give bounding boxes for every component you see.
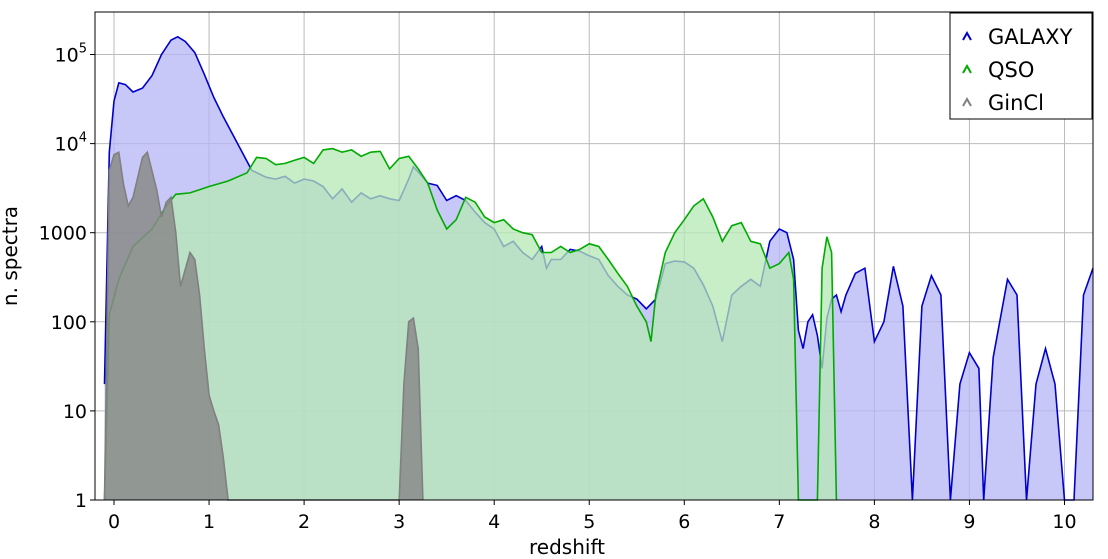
x-axis-ticks: 0 1 2 3 4 5 6 7 8 9 10 xyxy=(108,500,1077,533)
line-qso xyxy=(103,147,838,501)
y-tick-label-4: 104 xyxy=(55,131,87,156)
x-tick-label-3: 3 xyxy=(393,511,405,533)
x-tick-label-4: 4 xyxy=(488,511,500,533)
x-tick-label-10: 10 xyxy=(1052,511,1076,533)
legend-label-gincl: GinCl xyxy=(988,91,1044,115)
area-qso xyxy=(104,148,837,500)
line-gincl xyxy=(103,150,424,501)
legend-marker-gincl xyxy=(962,96,972,107)
x-tick-label-6: 6 xyxy=(678,511,690,533)
plot-frame xyxy=(94,11,1094,501)
area-gincl xyxy=(104,152,423,500)
series-areas xyxy=(103,35,1094,501)
x-tick-label-1: 1 xyxy=(203,511,215,533)
x-axis-label: redshift xyxy=(529,535,605,559)
y-tick-label-2: 100 xyxy=(51,312,87,334)
legend-marker-galaxy xyxy=(962,30,972,41)
y-tick-label-3: 1000 xyxy=(39,223,87,245)
x-tick-label-9: 9 xyxy=(963,511,975,533)
y-tick-label-0: 1 xyxy=(75,490,87,512)
y-tick-label-5: 105 xyxy=(55,42,87,67)
y-axis-label: n. spectra xyxy=(0,206,22,306)
x-tick-label-8: 8 xyxy=(868,511,880,533)
x-tick-label-2: 2 xyxy=(298,511,310,533)
legend-label-qso: QSO xyxy=(988,58,1034,82)
x-tick-label-5: 5 xyxy=(583,511,595,533)
y-axis-ticks: 1 10 100 1000 104 105 xyxy=(39,42,95,512)
x-tick-label-0: 0 xyxy=(108,511,120,533)
x-tick-label-7: 7 xyxy=(773,511,785,533)
y-tick-label-1: 10 xyxy=(63,401,87,423)
legend-marker-qso xyxy=(962,63,972,74)
legend: GALAXY QSO GinCl xyxy=(949,12,1093,120)
legend-box xyxy=(949,12,1093,120)
legend-label-galaxy: GALAXY xyxy=(988,25,1073,49)
